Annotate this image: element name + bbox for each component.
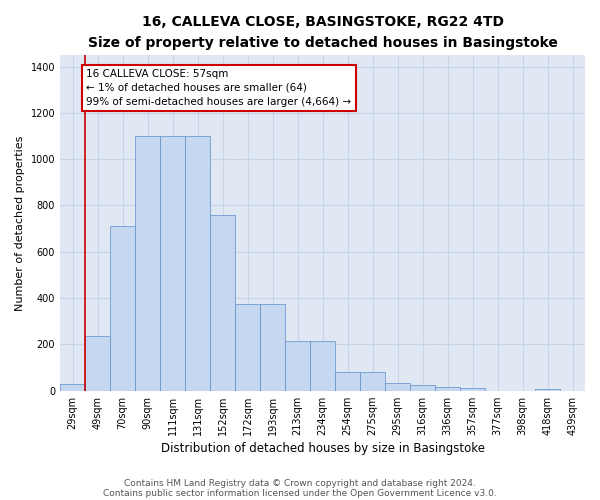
- Text: Contains HM Land Registry data © Crown copyright and database right 2024.: Contains HM Land Registry data © Crown c…: [124, 478, 476, 488]
- Text: Contains public sector information licensed under the Open Government Licence v3: Contains public sector information licen…: [103, 488, 497, 498]
- Bar: [185, 136, 210, 390]
- Bar: [260, 304, 285, 390]
- Bar: [410, 385, 435, 390]
- Bar: [385, 382, 410, 390]
- Y-axis label: Number of detached properties: Number of detached properties: [15, 135, 25, 310]
- Bar: [235, 304, 260, 390]
- Bar: [535, 389, 560, 390]
- Title: 16, CALLEVA CLOSE, BASINGSTOKE, RG22 4TD
Size of property relative to detached h: 16, CALLEVA CLOSE, BASINGSTOKE, RG22 4TD…: [88, 15, 557, 50]
- Bar: [360, 372, 385, 390]
- Bar: [460, 388, 485, 390]
- Text: 16 CALLEVA CLOSE: 57sqm
← 1% of detached houses are smaller (64)
99% of semi-det: 16 CALLEVA CLOSE: 57sqm ← 1% of detached…: [86, 69, 352, 107]
- Bar: [285, 341, 310, 390]
- X-axis label: Distribution of detached houses by size in Basingstoke: Distribution of detached houses by size …: [161, 442, 485, 455]
- Bar: [110, 226, 135, 390]
- Bar: [435, 387, 460, 390]
- Bar: [135, 136, 160, 390]
- Bar: [310, 341, 335, 390]
- Bar: [160, 136, 185, 390]
- Bar: [60, 384, 85, 390]
- Bar: [210, 214, 235, 390]
- Bar: [335, 372, 360, 390]
- Bar: [85, 336, 110, 390]
